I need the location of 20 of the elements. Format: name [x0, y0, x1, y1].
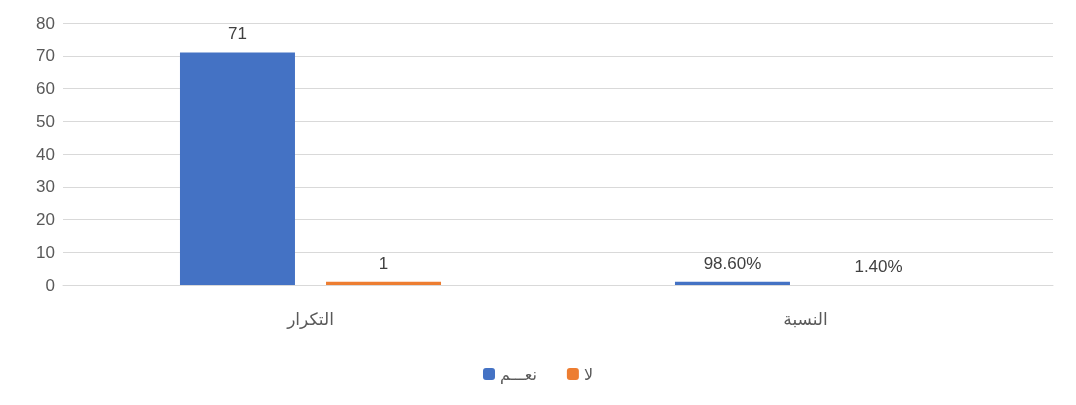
y-tick-label: 30 [36, 177, 55, 197]
bar [179, 52, 295, 285]
data-label: 98.60% [703, 253, 762, 273]
y-tick-label: 50 [36, 111, 55, 131]
bar [674, 281, 790, 285]
y-tick-label: 10 [36, 242, 55, 262]
data-label: 71 [228, 24, 247, 44]
y-tick-label: 40 [36, 144, 55, 164]
data-label: 1.40% [854, 256, 903, 276]
y-tick-label: 0 [45, 275, 55, 295]
y-tick-label: 20 [36, 210, 55, 229]
legend-label: نعـــم [500, 365, 537, 384]
x-tick-label: التكرار [286, 310, 334, 329]
data-label: 1 [378, 253, 389, 273]
y-tick-label: 60 [36, 79, 55, 98]
y-tick-label: 70 [36, 46, 55, 66]
x-tick-label: النسبة [783, 310, 828, 329]
y-tick-label: 80 [36, 13, 55, 33]
bar [326, 281, 442, 285]
legend-label: لا [583, 365, 593, 383]
